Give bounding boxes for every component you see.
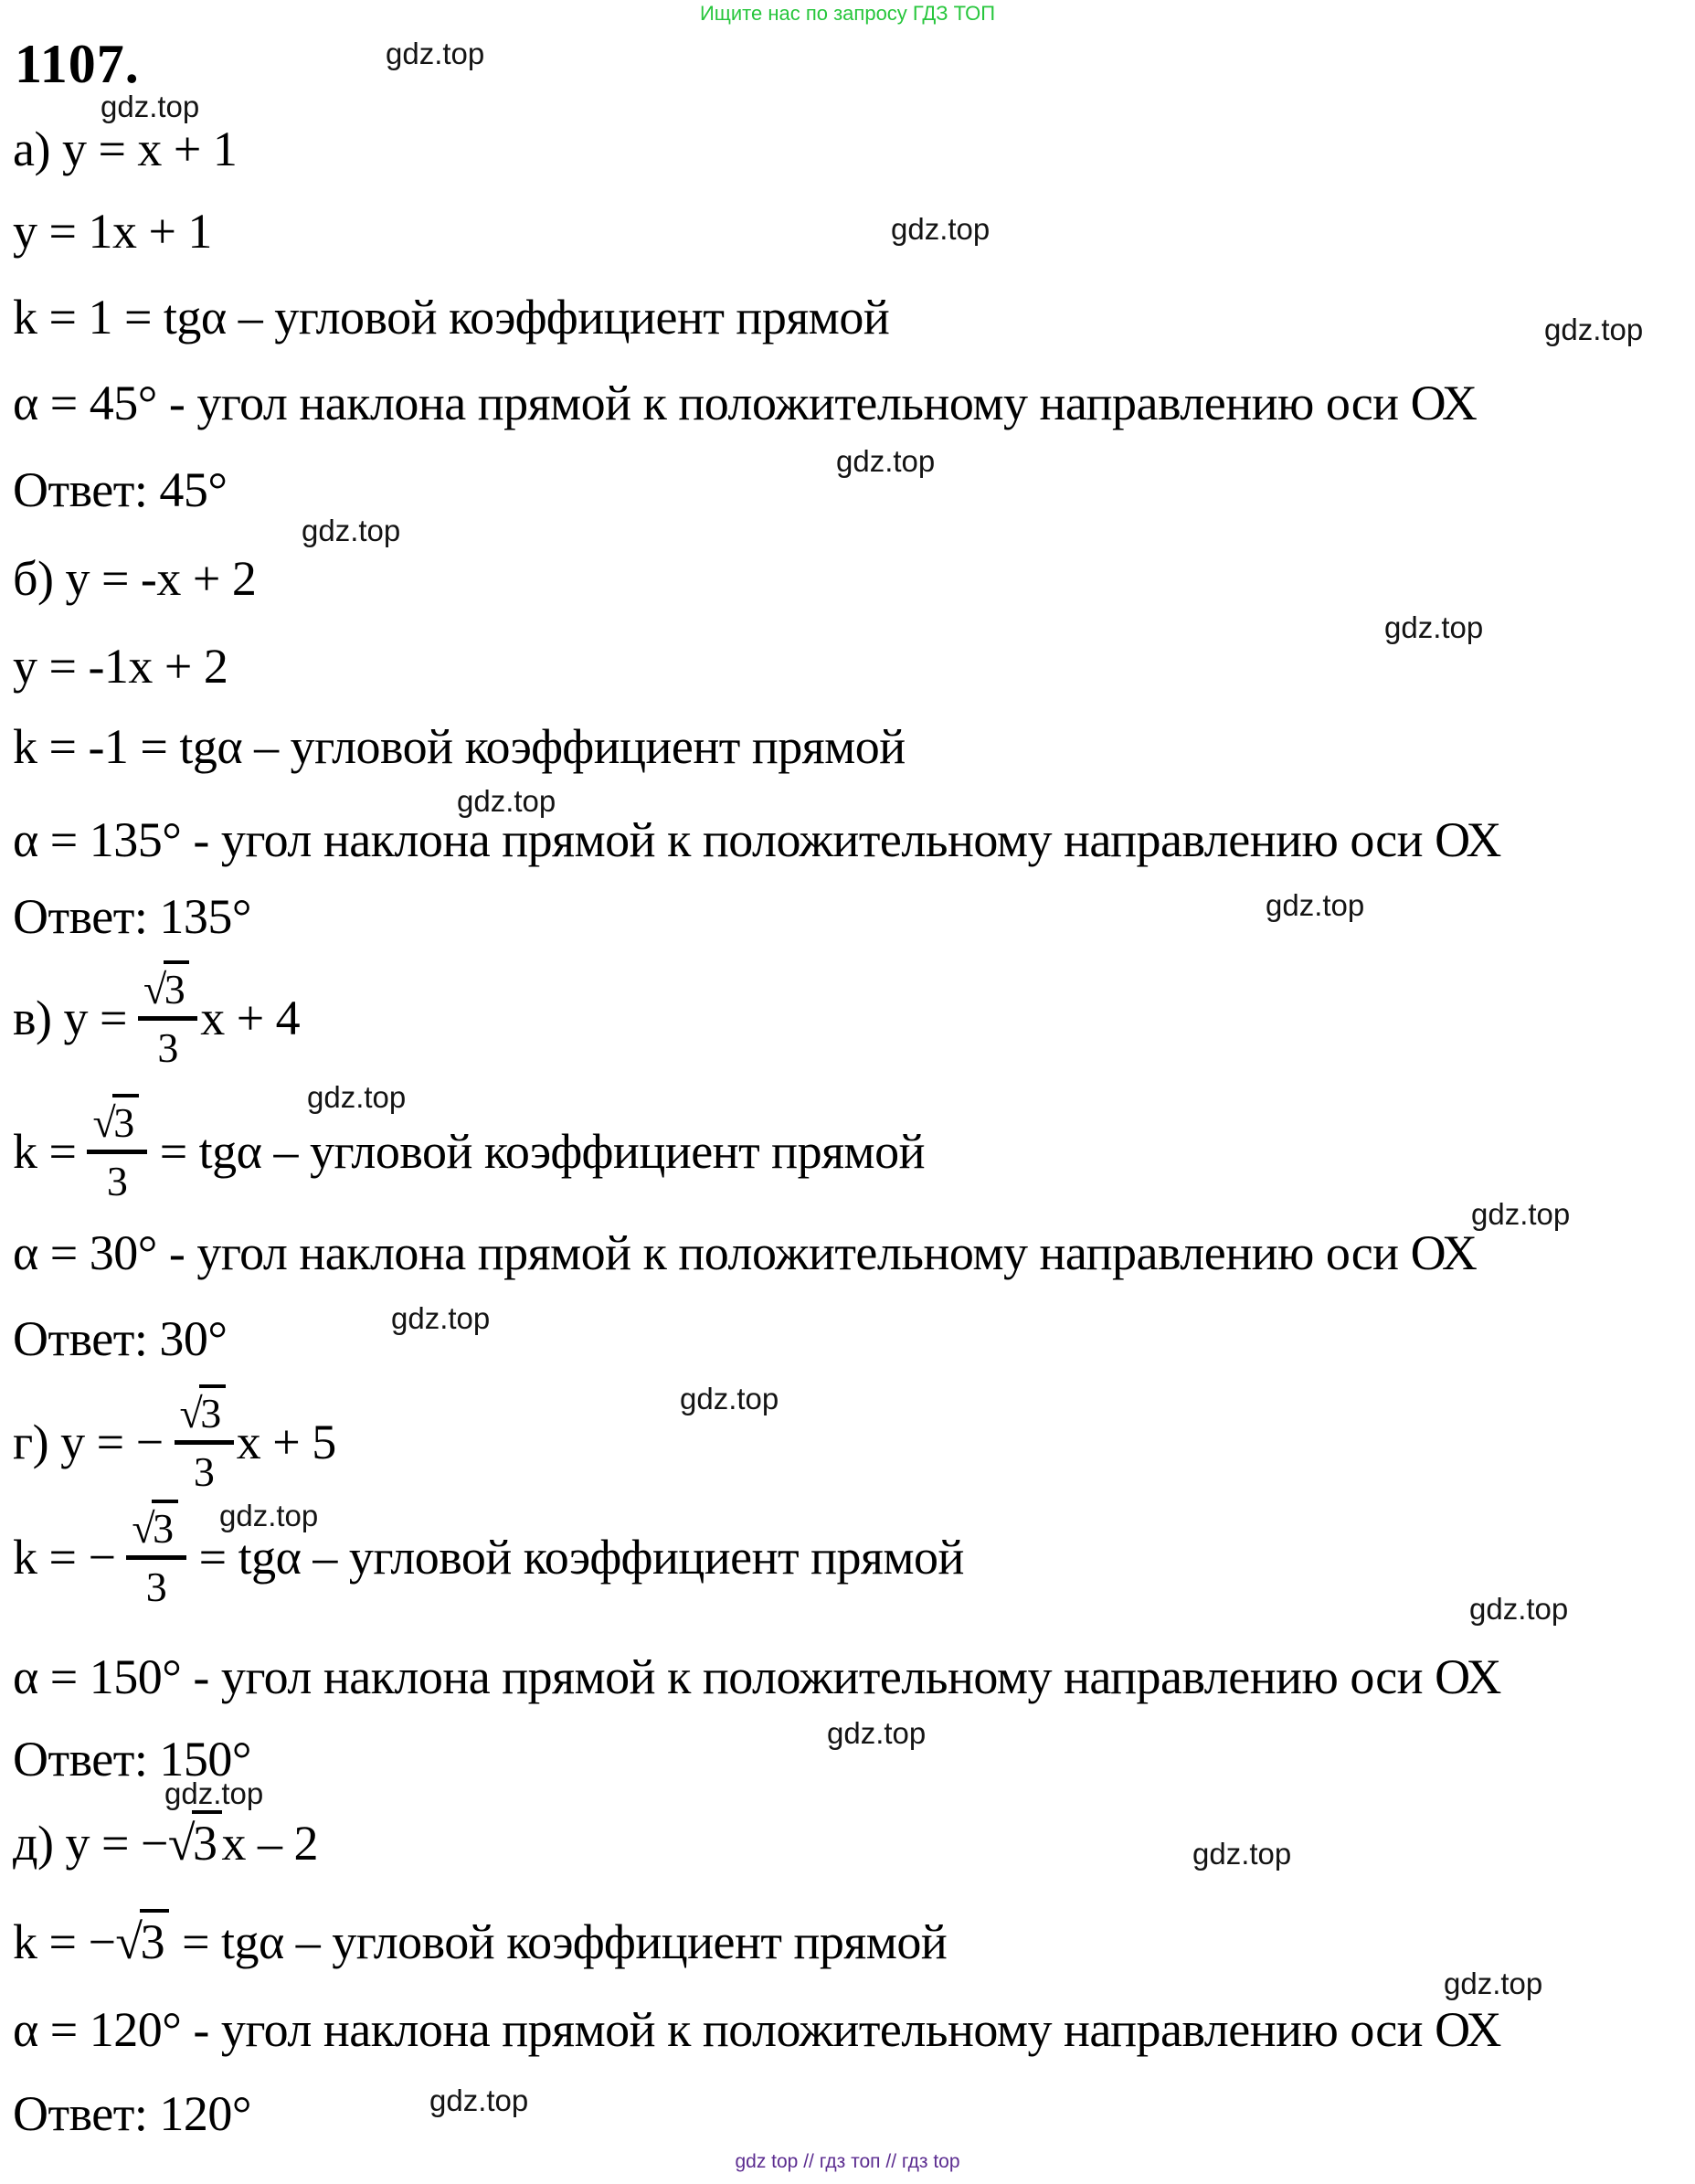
sqrt-icon: √ bbox=[167, 1816, 196, 1871]
radicand: 3 bbox=[139, 1909, 170, 1969]
angle-line-g: α = 150° - угол наклона прямой к положит… bbox=[13, 1649, 1501, 1704]
fraction-numerator: √3 bbox=[87, 1094, 147, 1154]
equation-b-1: б) y = -x + 2 bbox=[13, 551, 257, 606]
watermark-gdz-top: gdz.top bbox=[302, 514, 401, 547]
watermark-gdz-top: gdz.top bbox=[836, 444, 936, 478]
watermark-gdz-top: gdz.top bbox=[429, 2083, 529, 2117]
sqrt-icon: √ bbox=[143, 966, 166, 1012]
fraction-sqrt3-over-3: √3 3 bbox=[87, 1094, 147, 1204]
equation-b-2: y = -1x + 2 bbox=[13, 639, 228, 694]
fraction-sqrt3-over-3: √3 3 bbox=[137, 960, 198, 1071]
sqrt-icon: √ bbox=[115, 1914, 143, 1969]
equation-g: г) y = − √3 3 x + 5 bbox=[13, 1384, 336, 1495]
slope-line-v: k = √3 3 = tgα – угловой коэффициент пря… bbox=[13, 1094, 926, 1204]
slope-v-prefix: k = bbox=[13, 1124, 77, 1179]
equation-a-1: а) y = x + 1 bbox=[13, 122, 238, 176]
angle-line-b: α = 135° - угол наклона прямой к положит… bbox=[13, 812, 1501, 867]
slope-line-g: k = − √3 3 = tgα – угловой коэффициент п… bbox=[13, 1500, 965, 1610]
sqrt-icon: √ bbox=[92, 1099, 116, 1146]
watermark-gdz-top: gdz.top bbox=[1384, 610, 1484, 644]
problem-number: 1107. bbox=[15, 34, 140, 94]
equation-v-prefix: в) y = bbox=[13, 991, 127, 1045]
fraction-numerator: √3 bbox=[137, 960, 198, 1021]
angle-line-v: α = 30° - угол наклона прямой к положите… bbox=[13, 1225, 1478, 1280]
slope-g-prefix: k = − bbox=[13, 1530, 116, 1585]
angle-line-d: α = 120° - угол наклона прямой к положит… bbox=[13, 2002, 1501, 2057]
watermark-gdz-top: gdz.top bbox=[391, 1301, 491, 1335]
fraction-denominator: 3 bbox=[193, 1448, 215, 1495]
angle-line-a: α = 45° - угол наклона прямой к положите… bbox=[13, 376, 1478, 430]
equation-d-suffix: x – 2 bbox=[221, 1816, 319, 1871]
promo-header: Ищите нас по запросу ГДЗ ТОП bbox=[699, 2, 996, 25]
slope-line-b: k = -1 = tgα – угловой коэффициент прямо… bbox=[13, 719, 906, 774]
sqrt-icon: √ bbox=[179, 1390, 203, 1437]
radicand: 3 bbox=[199, 1384, 226, 1437]
equation-g-suffix: x + 5 bbox=[236, 1415, 336, 1469]
watermark-gdz-top: gdz.top bbox=[219, 1499, 319, 1532]
radicand: 3 bbox=[152, 1500, 178, 1552]
fraction-denominator: 3 bbox=[157, 1024, 178, 1071]
watermark-gdz-top: gdz.top bbox=[386, 37, 485, 70]
watermark-gdz-top: gdz.top bbox=[1266, 888, 1365, 922]
answer-v: Ответ: 30° bbox=[13, 1311, 228, 1366]
slope-line-a: k = 1 = tgα – угловой коэффициент прямой bbox=[13, 290, 890, 345]
fraction-denominator: 3 bbox=[106, 1158, 128, 1204]
answer-g: Ответ: 150° bbox=[13, 1732, 251, 1786]
equation-d: д) y = −√3x – 2 bbox=[13, 1810, 319, 1871]
equation-v-suffix: x + 4 bbox=[200, 991, 301, 1045]
watermark-gdz-top: gdz.top bbox=[1192, 1837, 1292, 1871]
radicand: 3 bbox=[112, 1094, 139, 1146]
slope-v-suffix: = tgα – угловой коэффициент прямой bbox=[159, 1124, 926, 1179]
equation-v: в) y = √3 3 x + 4 bbox=[13, 960, 301, 1071]
watermark-gdz-top: gdz.top bbox=[827, 1716, 927, 1750]
slope-line-d: k = −√3 = tgα – угловой коэффициент прямо… bbox=[13, 1909, 948, 1970]
slope-d-prefix: k = − bbox=[13, 1914, 116, 1969]
watermark-gdz-top: gdz.top bbox=[1471, 1197, 1571, 1231]
slope-d-suffix: = tgα – угловой коэффициент прямой bbox=[182, 1914, 948, 1969]
watermark-gdz-top: gdz.top bbox=[1469, 1592, 1569, 1626]
watermark-gdz-top: gdz.top bbox=[891, 212, 991, 246]
watermark-gdz-top: gdz.top bbox=[457, 784, 556, 818]
answer-a: Ответ: 45° bbox=[13, 462, 228, 517]
answer-d: Ответ: 120° bbox=[13, 2086, 251, 2141]
watermark-gdz-top: gdz.top bbox=[1544, 313, 1644, 346]
footer-watermark: gdz top // гдз топ // гдз top bbox=[735, 2151, 960, 2172]
fraction-numerator: √3 bbox=[126, 1500, 186, 1560]
watermark-gdz-top: gdz.top bbox=[164, 1776, 264, 1810]
watermark-gdz-top: gdz.top bbox=[307, 1080, 407, 1114]
fraction-sqrt3-over-3: √3 3 bbox=[174, 1384, 234, 1495]
radicand: 3 bbox=[163, 960, 190, 1012]
fraction-numerator: √3 bbox=[174, 1384, 234, 1445]
equation-d-prefix: д) y = − bbox=[13, 1816, 168, 1871]
radicand: 3 bbox=[192, 1810, 222, 1871]
fraction-denominator: 3 bbox=[145, 1564, 167, 1610]
equation-g-prefix: г) y = − bbox=[13, 1415, 164, 1469]
sqrt-icon: √ bbox=[132, 1505, 155, 1552]
watermark-gdz-top: gdz.top bbox=[101, 90, 200, 123]
fraction-sqrt3-over-3: √3 3 bbox=[126, 1500, 186, 1610]
watermark-gdz-top: gdz.top bbox=[1444, 1967, 1543, 2000]
watermark-gdz-top: gdz.top bbox=[680, 1382, 779, 1415]
slope-g-suffix: = tgα – угловой коэффициент прямой bbox=[198, 1530, 965, 1585]
equation-a-2: y = 1x + 1 bbox=[13, 204, 212, 259]
answer-b: Ответ: 135° bbox=[13, 889, 251, 944]
